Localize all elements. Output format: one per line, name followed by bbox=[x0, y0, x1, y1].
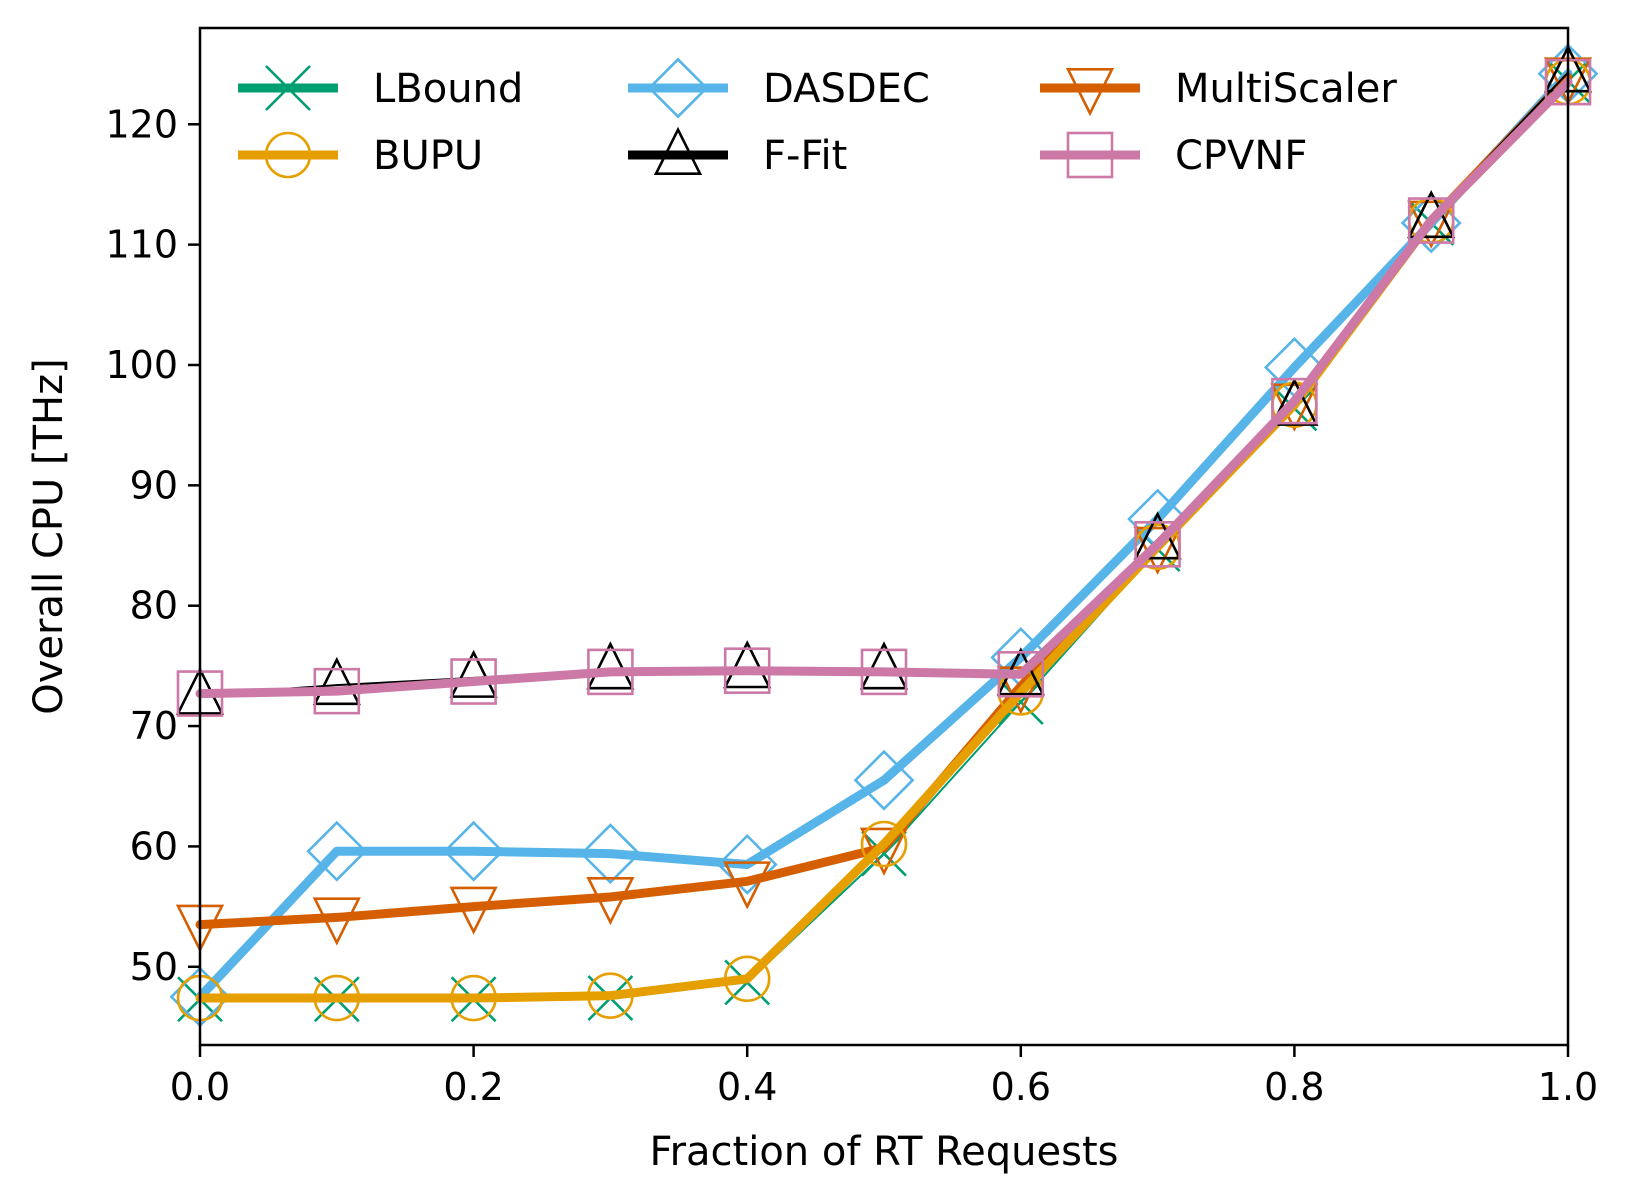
y-tick-label: 100 bbox=[105, 343, 178, 387]
series-lbound bbox=[177, 58, 1591, 1023]
y-axis-label: Overall CPU [THz] bbox=[26, 358, 72, 714]
data-point bbox=[586, 876, 635, 926]
x-tick-label: 1.0 bbox=[1538, 1065, 1598, 1109]
y-tick-label: 70 bbox=[130, 704, 178, 748]
y-tick-label: 60 bbox=[130, 824, 178, 868]
series-line bbox=[195, 69, 1573, 1002]
legend-marker bbox=[265, 65, 311, 111]
data-point bbox=[861, 830, 907, 877]
data-point bbox=[1134, 521, 1181, 568]
legend-marker bbox=[1066, 131, 1114, 179]
data-point bbox=[450, 658, 497, 705]
data-point bbox=[449, 886, 498, 935]
data-point bbox=[313, 667, 361, 715]
data-point bbox=[449, 649, 498, 698]
data-point bbox=[587, 972, 634, 1019]
data-point bbox=[312, 656, 361, 706]
legend-marker bbox=[1065, 68, 1115, 117]
legend-item-multiscaler: MultiScaler bbox=[1040, 66, 1397, 117]
data-point bbox=[723, 647, 771, 694]
data-point bbox=[716, 834, 778, 895]
legend-label: LBound bbox=[373, 66, 523, 112]
series-line bbox=[195, 77, 1573, 699]
data-point bbox=[579, 823, 641, 885]
series-line bbox=[199, 79, 1569, 1001]
legend-label: MultiScaler bbox=[1175, 66, 1397, 112]
y-axis: 50 60 70 80 90 100 110 120 bbox=[105, 102, 200, 989]
series-bupu bbox=[176, 58, 1592, 1022]
data-point bbox=[996, 666, 1045, 715]
data-point bbox=[1407, 200, 1456, 249]
plot-frame bbox=[198, 26, 1570, 1047]
data-point bbox=[723, 640, 772, 689]
x-tick-label: 0.6 bbox=[991, 1065, 1051, 1109]
y-tick-label: 120 bbox=[105, 102, 178, 146]
x-tick-label: 0.2 bbox=[443, 1065, 503, 1109]
data-point bbox=[313, 974, 361, 1022]
data-point bbox=[306, 820, 368, 882]
data-point bbox=[860, 820, 908, 868]
y-tick-label: 80 bbox=[130, 584, 178, 628]
x-tick-label: 0.4 bbox=[717, 1065, 777, 1109]
series-line bbox=[195, 72, 1573, 930]
legend-item-bupu: BUPU bbox=[238, 131, 483, 179]
x-tick-label: 0.8 bbox=[1264, 1065, 1324, 1109]
legend-item-f-fit: F-Fit bbox=[628, 126, 847, 179]
data-point bbox=[312, 897, 361, 946]
legend-marker bbox=[647, 57, 709, 119]
legend-label: F-Fit bbox=[763, 133, 847, 179]
data-point bbox=[860, 648, 908, 696]
data-point bbox=[853, 749, 915, 811]
data-point bbox=[859, 641, 909, 690]
data-point bbox=[450, 974, 497, 1022]
data-point bbox=[587, 648, 634, 696]
legend-label: CPVNF bbox=[1175, 133, 1307, 179]
y-tick-label: 50 bbox=[130, 945, 178, 989]
legend: LBound DASDEC MultiScaler BUPU F-Fit CPVNF bbox=[238, 57, 1397, 179]
series-multiscaler bbox=[175, 57, 1593, 953]
data-point bbox=[1270, 377, 1319, 426]
x-tick-label: 0.0 bbox=[170, 1065, 230, 1109]
legend-marker bbox=[653, 126, 703, 175]
data-point bbox=[586, 641, 635, 690]
legend-item-dasdec: DASDEC bbox=[628, 57, 930, 119]
data-point bbox=[723, 955, 771, 1003]
legend-label: DASDEC bbox=[763, 66, 930, 112]
data-point bbox=[997, 679, 1044, 725]
legend-marker bbox=[264, 131, 312, 179]
series-dasdec bbox=[170, 43, 1598, 1028]
legend-item-lbound: LBound bbox=[238, 65, 523, 112]
data-point bbox=[1271, 377, 1318, 425]
data-point bbox=[997, 651, 1045, 698]
y-tick-label: 110 bbox=[105, 223, 178, 267]
y-tick-label: 90 bbox=[130, 463, 178, 507]
legend-label: BUPU bbox=[373, 133, 483, 179]
data-point bbox=[1407, 197, 1455, 244]
legend-item-cpvnf: CPVNF bbox=[1040, 131, 1307, 179]
data-point bbox=[443, 820, 505, 882]
plot-series-layer bbox=[170, 43, 1598, 1028]
x-axis: 0.0 0.2 0.4 0.6 0.8 1.0 bbox=[170, 1045, 1598, 1109]
x-axis-label: Fraction of RT Requests bbox=[649, 1129, 1118, 1175]
data-point bbox=[1400, 192, 1462, 254]
series-line bbox=[195, 77, 1573, 1003]
data-point bbox=[723, 861, 772, 910]
